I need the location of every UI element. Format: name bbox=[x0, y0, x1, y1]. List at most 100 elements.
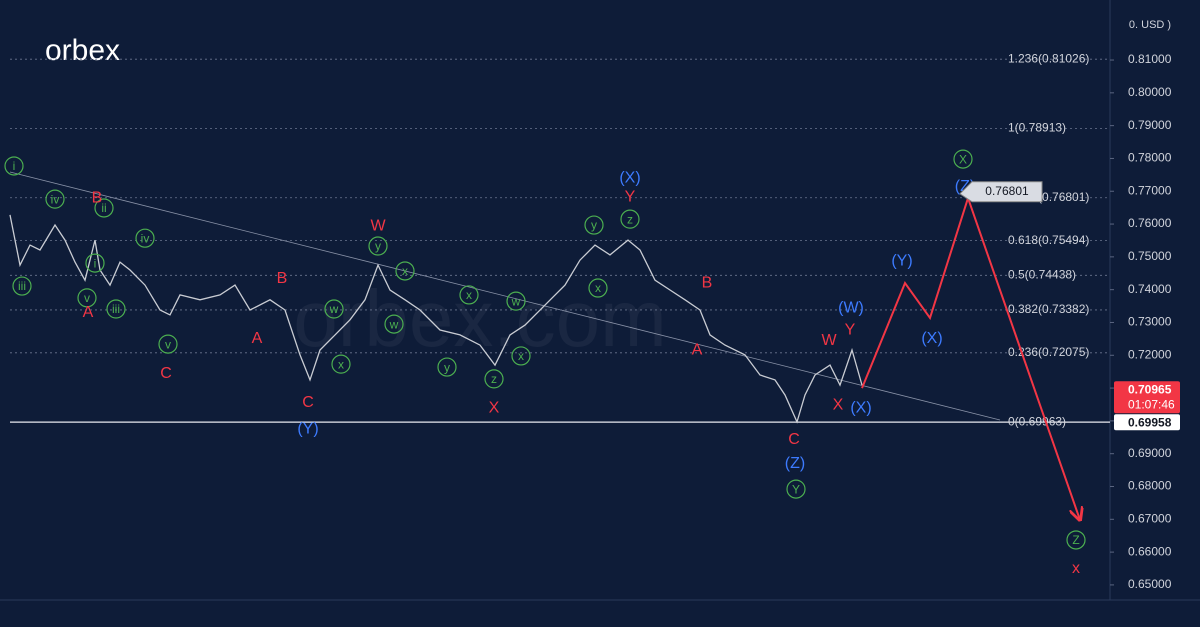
price-tag bbox=[1114, 381, 1180, 414]
price-tag-label: 0.70965 bbox=[1128, 382, 1172, 396]
price-axis-area bbox=[1110, 0, 1200, 627]
wave-circle bbox=[511, 346, 531, 366]
wave-label: X bbox=[959, 152, 967, 166]
wave-label: y bbox=[375, 239, 381, 253]
wave-label: (Y) bbox=[297, 420, 318, 437]
fib-label: 0.5(0.74438) bbox=[1008, 267, 1076, 281]
wave-label: Y bbox=[845, 321, 856, 338]
wave-circle bbox=[12, 276, 32, 296]
wave-label: w bbox=[329, 302, 339, 316]
wave-label: A bbox=[692, 341, 703, 358]
wave-label: W bbox=[821, 332, 837, 349]
y-tick-label: 0.74000 bbox=[1128, 282, 1172, 296]
wave-label: (W) bbox=[838, 299, 864, 316]
wave-label: X bbox=[833, 396, 844, 413]
y-tick-label: 0.79000 bbox=[1128, 118, 1172, 132]
wave-circle bbox=[786, 479, 806, 499]
fib-label: 0.236(0.72075) bbox=[1008, 345, 1089, 359]
y-tick-label: 0.76000 bbox=[1128, 216, 1172, 230]
wave-label: w bbox=[511, 294, 521, 308]
y-tick-label: 0.78000 bbox=[1128, 151, 1172, 165]
wave-circle bbox=[77, 288, 97, 308]
fib-label: 1.236(0.81026) bbox=[1008, 51, 1089, 65]
wave-label: (X) bbox=[921, 330, 942, 347]
wave-label: W bbox=[370, 217, 386, 234]
plot: 0.650000.660000.670000.680000.690000.700… bbox=[4, 51, 1180, 591]
wave-label: z bbox=[491, 372, 497, 386]
fib-label: 1(0.78913) bbox=[1008, 121, 1066, 135]
y-tick-label: 0.65000 bbox=[1128, 577, 1172, 591]
wave-label: x bbox=[466, 288, 472, 302]
wave-label: B bbox=[92, 189, 103, 206]
wave-label: v bbox=[165, 337, 171, 351]
y-tick-label: 0.68000 bbox=[1128, 479, 1172, 493]
wave-label: x bbox=[595, 281, 601, 295]
wave-circle bbox=[106, 299, 126, 319]
projection-arrow bbox=[861, 194, 1080, 520]
wave-label: Y bbox=[625, 188, 636, 205]
wave-label: ii bbox=[101, 201, 106, 215]
wave-label: iii bbox=[112, 302, 120, 316]
wave-label: z bbox=[627, 212, 633, 226]
wave-label: i bbox=[13, 159, 16, 173]
y-tick-label: 0.77000 bbox=[1128, 183, 1172, 197]
wave-label: B bbox=[702, 274, 713, 291]
wave-label: x bbox=[1072, 560, 1080, 577]
fib-label: 0.618(0.75494) bbox=[1008, 233, 1089, 247]
wave-circle bbox=[324, 299, 344, 319]
wave-label: x bbox=[338, 357, 344, 371]
wave-circle bbox=[368, 236, 388, 256]
wave-label: (X) bbox=[619, 169, 640, 186]
wave-circle bbox=[437, 357, 457, 377]
fib-label: 0(0.69963) bbox=[1008, 414, 1066, 428]
callout-box bbox=[959, 181, 1043, 203]
wave-circle bbox=[620, 209, 640, 229]
wave-circle bbox=[459, 285, 479, 305]
wave-label: x bbox=[402, 264, 408, 278]
wave-circle bbox=[588, 278, 608, 298]
wave-circle bbox=[384, 314, 404, 334]
wave-circle bbox=[158, 334, 178, 354]
currency-label: 0. USD ) bbox=[1129, 19, 1171, 31]
wave-circle bbox=[4, 156, 24, 176]
price-tag bbox=[1114, 414, 1180, 431]
wave-circle bbox=[94, 198, 114, 218]
y-tick-label: 0.73000 bbox=[1128, 315, 1172, 329]
wave-label: y bbox=[591, 218, 597, 232]
wave-label: v bbox=[84, 291, 90, 305]
wave-label: C bbox=[302, 394, 314, 411]
wave-label: C bbox=[788, 431, 800, 448]
wave-circle bbox=[45, 189, 65, 209]
wave-label: B bbox=[277, 270, 288, 287]
trend-line bbox=[9, 171, 1001, 421]
y-tick-label: 0.75000 bbox=[1128, 249, 1172, 263]
wave-circle bbox=[85, 253, 105, 273]
y-tick-label: 0.67000 bbox=[1128, 511, 1172, 525]
wave-label: (Z) bbox=[785, 455, 805, 472]
wave-label: x bbox=[518, 349, 524, 363]
y-tick-label: 0.81000 bbox=[1128, 52, 1172, 66]
fib-label: 0.382(0.73382) bbox=[1008, 302, 1089, 316]
y-tick-label: 0.66000 bbox=[1128, 544, 1172, 558]
wave-circle bbox=[484, 369, 504, 389]
wave-label: y bbox=[444, 360, 450, 374]
wave-circle bbox=[1066, 530, 1086, 550]
wave-label: (X) bbox=[850, 399, 871, 416]
wave-circle bbox=[506, 291, 526, 311]
wave-label: i bbox=[94, 256, 97, 270]
logo: orbex bbox=[45, 34, 120, 67]
y-tick-label: 0.72000 bbox=[1128, 347, 1172, 361]
watermark: orbex.com bbox=[293, 274, 666, 363]
price-tag-label: 0.69958 bbox=[1128, 415, 1172, 429]
wave-circle bbox=[395, 261, 415, 281]
y-tick-label: 0.80000 bbox=[1128, 85, 1172, 99]
wave-label: Y bbox=[792, 482, 800, 496]
wave-label: iii bbox=[18, 279, 26, 293]
wave-circle bbox=[135, 228, 155, 248]
wave-circle bbox=[953, 149, 973, 169]
wave-label: X bbox=[489, 399, 500, 416]
wave-label: iv bbox=[141, 231, 150, 245]
